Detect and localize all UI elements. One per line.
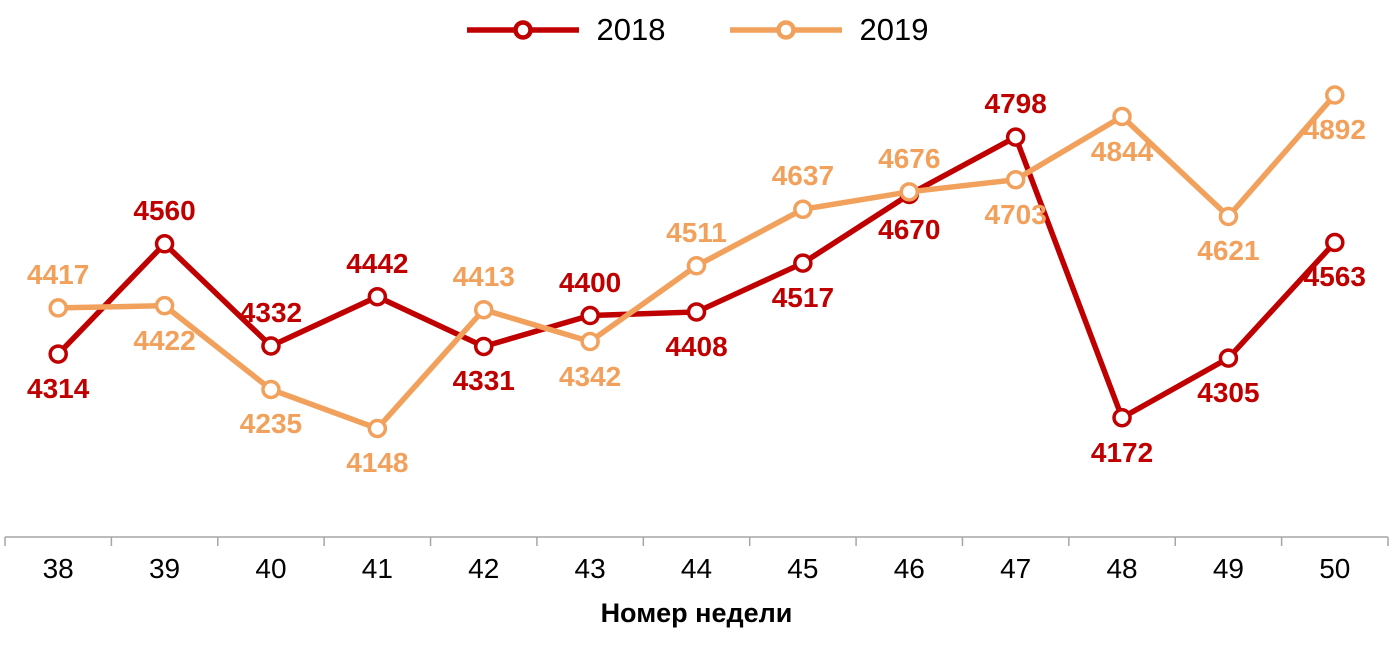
data-label-2019-w44: 4511 (666, 216, 727, 248)
data-point-2019-w48 (1112, 106, 1132, 127)
legend-label-2019: 2019 (859, 12, 929, 47)
x-tick-label-39: 39 (149, 553, 180, 584)
data-point-2019-w44 (686, 256, 707, 276)
x-tick-label-43: 43 (575, 553, 606, 584)
data-label-2018-w40: 4332 (239, 297, 303, 328)
data-point-2018-w47 (1005, 127, 1026, 147)
x-tick-label-38: 38 (43, 553, 74, 584)
x-tick-label-40: 40 (255, 553, 286, 584)
data-label-2018-w49: 4305 (1197, 377, 1260, 409)
x-tick-label-44: 44 (681, 553, 712, 584)
x-tick-label-49: 49 (1213, 553, 1244, 584)
data-point-2018-w40 (261, 336, 281, 356)
data-label-2018-w48: 4172 (1090, 436, 1154, 468)
data-label-2018-w50: 4563 (1303, 261, 1366, 293)
data-label-2019-w48: 4844 (1090, 135, 1154, 167)
data-label-2019-w42: 4413 (452, 260, 515, 292)
data-label-2018-w47: 4798 (984, 88, 1047, 120)
data-label-2019-w39: 4422 (133, 324, 196, 356)
data-point-2018-w48 (1112, 407, 1132, 428)
data-point-2018-w44 (686, 302, 707, 322)
data-point-2019-w49 (1218, 206, 1239, 227)
data-point-2018-w39 (154, 234, 175, 254)
data-label-2018-w44: 4408 (665, 330, 728, 362)
data-point-2018-w45 (793, 253, 813, 273)
data-label-2019-w43: 4342 (558, 360, 622, 392)
data-point-2019-w43 (580, 331, 600, 352)
data-label-2019-w50: 4892 (1303, 113, 1366, 145)
data-point-2019-w42 (473, 299, 494, 320)
data-label-2019-w45: 4637 (771, 160, 835, 192)
data-label-2018-w39: 4560 (133, 194, 196, 226)
data-point-2019-w50 (1325, 85, 1345, 105)
x-axis-title: Номер недели (600, 598, 793, 628)
legend-item-2019[interactable]: 2019 (728, 12, 929, 47)
data-label-2018-w42: 4331 (452, 365, 515, 397)
x-tick-label-46: 46 (894, 553, 925, 584)
legend: 2018 2019 (0, 14, 1393, 45)
data-point-2018-w49 (1218, 348, 1239, 368)
legend-line-marker-2019 (729, 19, 842, 40)
x-tick-label-47: 47 (1000, 553, 1031, 584)
data-point-2018-w43 (580, 305, 600, 326)
x-tick-label-45: 45 (787, 553, 818, 584)
data-label-2019-w46: 4676 (878, 142, 941, 174)
data-label-2018-w41: 4442 (346, 247, 409, 279)
data-point-2018-w42 (473, 336, 494, 357)
data-point-2018-w41 (367, 286, 388, 307)
x-tick-label-50: 50 (1319, 553, 1350, 584)
data-label-2019-w40: 4235 (239, 408, 303, 440)
data-point-2019-w45 (793, 199, 813, 220)
data-label-2019-w41: 4148 (346, 447, 409, 479)
data-point-2018-w38 (48, 344, 68, 364)
x-tick-label-42: 42 (468, 553, 499, 584)
data-point-2018-w50 (1325, 232, 1345, 253)
data-point-2019-w41 (367, 418, 388, 439)
legend-item-2018[interactable]: 2018 (465, 14, 666, 45)
x-tick-label-48: 48 (1106, 553, 1137, 584)
x-tick-label-41: 41 (362, 553, 393, 584)
data-label-2018-w45: 4517 (771, 282, 835, 314)
legend-line-marker-2018 (466, 19, 579, 40)
data-point-2019-w39 (154, 295, 175, 316)
data-label-2019-w49: 4621 (1197, 235, 1260, 267)
data-label-2018-w43: 4400 (558, 266, 622, 298)
data-point-2019-w47 (1005, 169, 1026, 190)
data-label-2018-w38: 4314 (27, 373, 90, 405)
data-label-2018-w46: 4670 (878, 213, 941, 245)
data-point-2019-w40 (261, 379, 281, 400)
data-label-2019-w38: 4417 (27, 258, 90, 290)
data-label-2019-w47: 4703 (984, 198, 1047, 230)
data-point-2019-w46 (899, 182, 920, 202)
data-point-2019-w38 (48, 298, 68, 318)
legend-label-2018: 2018 (596, 12, 666, 47)
